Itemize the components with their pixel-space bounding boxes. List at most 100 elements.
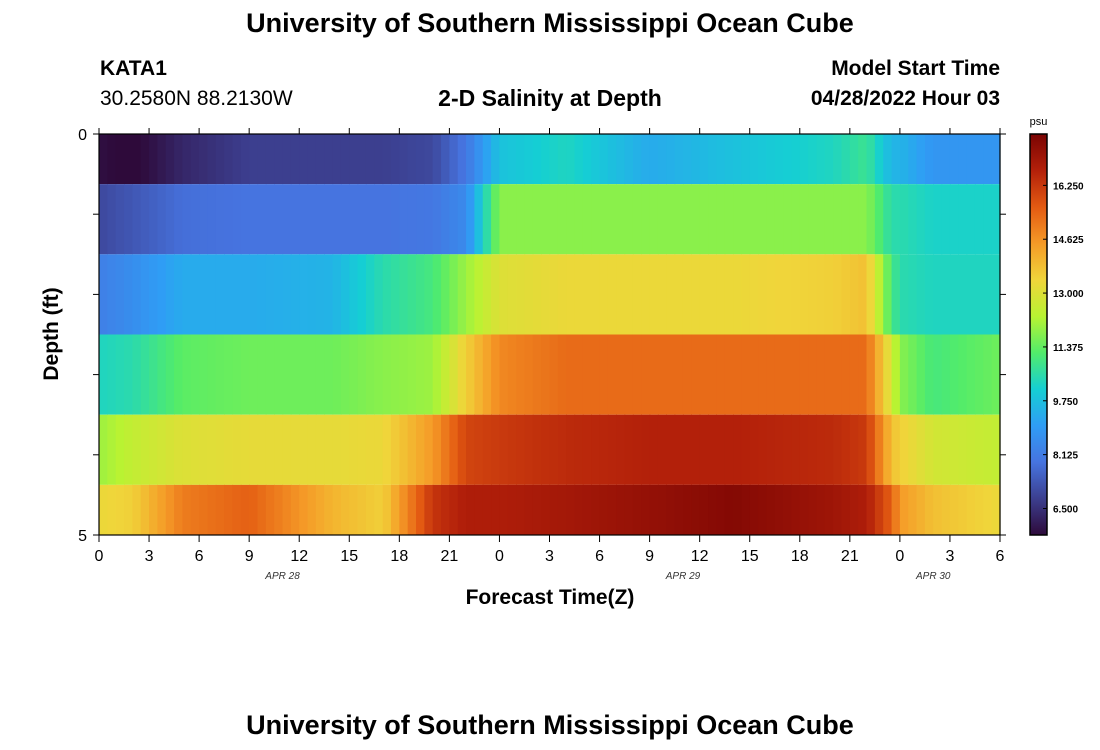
heatmap-cell (716, 484, 726, 536)
heatmap-cell (816, 484, 826, 536)
heatmap-cell (365, 134, 375, 185)
heatmap-cell (833, 134, 843, 185)
heatmap-cell (265, 414, 275, 485)
heatmap-cell (574, 134, 584, 185)
heatmap-cell (816, 254, 826, 335)
heatmap-cell (140, 334, 150, 415)
heatmap-cell (591, 414, 601, 485)
heatmap-cell (324, 334, 334, 415)
heatmap-cell (315, 414, 325, 485)
heatmap-cell (257, 184, 267, 255)
heatmap-cell (349, 184, 359, 255)
heatmap-cell (357, 184, 367, 255)
heatmap-cell (399, 414, 409, 485)
heatmap-cell (549, 414, 559, 485)
heatmap-cell (199, 134, 209, 185)
heatmap-cell (566, 134, 576, 185)
x-tick-label: 3 (545, 548, 554, 565)
heatmap-cell (240, 334, 250, 415)
heatmap-cell (507, 334, 517, 415)
x-tick-label: 0 (895, 548, 904, 565)
heatmap-cell (324, 134, 334, 185)
heatmap-cell (441, 484, 450, 536)
heatmap-cell (833, 334, 843, 415)
heatmap-cell (149, 184, 158, 255)
x-tick-label: 6 (996, 548, 1005, 565)
heatmap-cell (607, 484, 617, 536)
x-tick-label: 6 (595, 548, 604, 565)
heatmap-cell (899, 184, 909, 255)
heatmap-cell (891, 254, 901, 335)
heatmap-cell (783, 414, 793, 485)
heatmap-cell (632, 184, 642, 255)
heatmap-cell (207, 134, 217, 185)
heatmap-cell (290, 134, 300, 185)
heatmap-cell (891, 134, 901, 185)
heatmap-cell (257, 334, 267, 415)
heatmap-cell (549, 484, 559, 536)
heatmap-cell (482, 484, 492, 536)
heatmap-cell (474, 254, 484, 335)
heatmap-cell (215, 334, 225, 415)
heatmap-cell (874, 414, 884, 485)
heatmap-cell (941, 334, 951, 415)
x-tick-label: 18 (390, 548, 408, 565)
heatmap-cell (299, 484, 309, 536)
heatmap-cell (983, 414, 993, 485)
heatmap-cell (858, 134, 868, 185)
heatmap-cell (482, 414, 492, 485)
heatmap-cell (641, 334, 651, 415)
colorbar-tick-label: 8.125 (1053, 451, 1078, 462)
heatmap-cell (816, 414, 826, 485)
heatmap-cell (307, 414, 317, 485)
heatmap-cell (240, 254, 250, 335)
heatmap-cell (958, 184, 968, 255)
heatmap-cell (974, 184, 984, 255)
heatmap-cell (390, 254, 400, 335)
x-tick-label: 12 (691, 548, 709, 565)
heatmap-cell (357, 334, 367, 415)
x-tick-label: 18 (791, 548, 809, 565)
heatmap-cell (257, 484, 267, 536)
heatmap-cell (524, 134, 534, 185)
heatmap-cell (374, 334, 384, 415)
heatmap-cell (466, 484, 476, 536)
heatmap-cell (883, 414, 893, 485)
heatmap-cell (224, 134, 234, 185)
heatmap-cell (699, 484, 709, 536)
heatmap-cell (140, 134, 150, 185)
heatmap-cell (107, 184, 117, 255)
heatmap-cell (499, 134, 509, 185)
heatmap-cell (382, 254, 392, 335)
heatmap-cell (365, 334, 375, 415)
heatmap-cell (958, 414, 968, 485)
heatmap-cell (833, 484, 843, 536)
heatmap-cell (382, 334, 392, 415)
heatmap-cell (207, 414, 217, 485)
heatmap-cell (616, 134, 626, 185)
heatmap-cell (958, 134, 968, 185)
heatmap-cell (741, 484, 751, 536)
heatmap-cell (224, 184, 234, 255)
heatmap-cell (916, 134, 926, 185)
heatmap-cell (399, 184, 409, 255)
heatmap-cell (240, 484, 250, 536)
y-axis-label: Depth (ft) (40, 287, 63, 380)
heatmap-cell (132, 334, 142, 415)
heatmap-cell (808, 484, 818, 536)
heatmap-cell (541, 134, 551, 185)
heatmap-cell (265, 134, 275, 185)
heatmap-cell (99, 334, 108, 415)
heatmap-cell (491, 414, 501, 485)
heatmap-cell (858, 254, 868, 335)
heatmap-cell (599, 334, 609, 415)
heatmap-cell (624, 134, 634, 185)
heatmap-cell (365, 254, 375, 335)
heatmap-cell (657, 134, 667, 185)
heatmap-cell (774, 484, 784, 536)
heatmap-cell (407, 254, 417, 335)
heatmap-cell (599, 484, 609, 536)
heatmap-cell (966, 254, 976, 335)
heatmap-cell (958, 254, 968, 335)
